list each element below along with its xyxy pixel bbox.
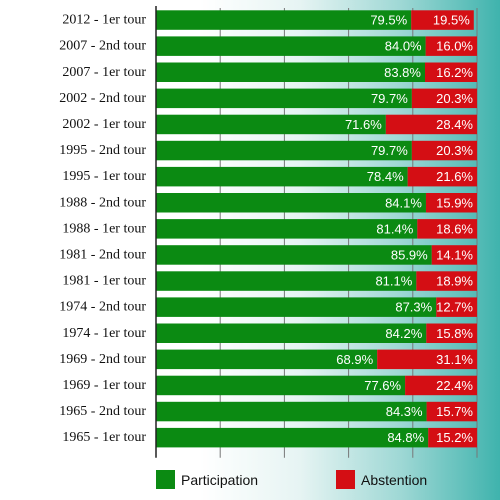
bar-participation xyxy=(156,375,406,396)
value-label-participation: 78.4% xyxy=(367,169,404,184)
bar-abstention xyxy=(426,323,477,343)
bar-participation xyxy=(156,349,378,370)
legend-label-participation: Participation xyxy=(181,472,258,488)
value-label-abstention: 15.7% xyxy=(436,404,473,419)
value-label-participation: 81.1% xyxy=(375,274,412,289)
value-label-participation: 71.6% xyxy=(345,117,382,132)
category-label: 1969 - 1er tour xyxy=(62,378,146,393)
value-label-abstention: 15.2% xyxy=(436,430,473,445)
legend-swatch-abstention xyxy=(336,470,355,489)
category-label: 2002 - 2nd tour xyxy=(59,91,146,106)
legend-label-abstention: Abstention xyxy=(361,472,427,488)
bar-abstention xyxy=(416,271,477,291)
value-label-abstention: 31.1% xyxy=(436,352,473,367)
category-label: 1974 - 1er tour xyxy=(62,326,146,341)
bar-participation xyxy=(156,297,437,317)
bar-abstention xyxy=(377,349,477,370)
bar-abstention xyxy=(411,140,477,161)
legend: Participation Abstention xyxy=(156,470,427,489)
category-label: 1981 - 2nd tour xyxy=(59,247,146,262)
category-label: 1995 - 1er tour xyxy=(62,169,146,184)
value-label-abstention: 16.2% xyxy=(436,65,473,80)
bar-participation xyxy=(156,427,429,448)
category-label: 1995 - 2nd tour xyxy=(59,143,146,158)
bar-abstention xyxy=(425,193,477,213)
value-label-abstention: 28.4% xyxy=(436,117,473,132)
value-label-participation: 85.9% xyxy=(391,247,428,262)
value-labels: 79.5% 19.5% 84.0% 16.0% 83.8% 16.2% 79.7% 20.3%… xyxy=(336,13,473,446)
category-label: 1969 - 2nd tour xyxy=(59,352,146,367)
value-label-participation: 87.3% xyxy=(395,300,432,315)
bar-participation xyxy=(156,140,412,161)
bar-participation xyxy=(156,323,427,343)
value-label-participation: 68.9% xyxy=(336,352,373,367)
value-label-participation: 84.2% xyxy=(385,326,422,341)
value-label-participation: 84.1% xyxy=(385,195,422,210)
value-label-participation: 84.8% xyxy=(387,430,424,445)
category-label: 2012 - 1er tour xyxy=(62,13,146,28)
category-label: 1965 - 2nd tour xyxy=(59,404,146,419)
bars xyxy=(156,10,477,448)
bar-participation xyxy=(156,36,426,56)
category-label: 1981 - 1er tour xyxy=(62,274,146,289)
bar-participation xyxy=(156,193,426,213)
value-label-participation: 79.7% xyxy=(371,91,408,106)
value-label-abstention: 14.1% xyxy=(436,247,473,262)
bar-participation xyxy=(156,401,427,422)
value-label-abstention: 12.7% xyxy=(436,300,473,315)
value-label-participation: 81.4% xyxy=(376,221,413,236)
bar-abstention xyxy=(411,10,474,30)
bar-participation xyxy=(156,88,412,109)
category-labels: 2012 - 1er tour 2007 - 2nd tour 2007 - 1er… xyxy=(59,13,146,446)
bar-participation xyxy=(156,219,418,239)
value-label-participation: 79.5% xyxy=(370,13,407,28)
value-label-participation: 84.3% xyxy=(386,404,423,419)
value-label-abstention: 20.3% xyxy=(436,143,473,158)
category-label: 1965 - 1er tour xyxy=(62,430,146,445)
value-label-abstention: 22.4% xyxy=(436,378,473,393)
value-label-participation: 84.0% xyxy=(385,39,422,54)
value-label-abstention: 18.9% xyxy=(436,274,473,289)
bar-participation xyxy=(156,245,432,265)
bar-abstention xyxy=(431,245,477,265)
category-label: 1988 - 1er tour xyxy=(62,221,146,236)
value-label-abstention: 19.5% xyxy=(433,13,470,28)
bar-abstention xyxy=(425,36,477,56)
bar-abstention xyxy=(407,166,477,187)
value-label-abstention: 18.6% xyxy=(436,221,473,236)
bar-abstention xyxy=(428,427,477,448)
value-label-participation: 77.6% xyxy=(364,378,401,393)
bar-abstention xyxy=(436,297,477,317)
value-label-participation: 79.7% xyxy=(371,143,408,158)
bar-abstention xyxy=(417,219,477,239)
category-label: 2007 - 2nd tour xyxy=(59,39,146,54)
category-label: 1974 - 2nd tour xyxy=(59,300,146,315)
category-label: 2002 - 1er tour xyxy=(62,117,146,132)
value-label-abstention: 20.3% xyxy=(436,91,473,106)
bar-participation xyxy=(156,10,412,30)
legend-swatch-participation xyxy=(156,470,175,489)
bar-abstention xyxy=(424,62,477,82)
value-label-abstention: 16.0% xyxy=(436,39,473,54)
bar-abstention xyxy=(426,401,477,422)
bar-abstention xyxy=(385,114,477,135)
bar-participation xyxy=(156,166,408,187)
bar-abstention xyxy=(411,88,477,109)
bar-abstention xyxy=(405,375,477,396)
bar-participation xyxy=(156,271,417,291)
value-label-abstention: 15.9% xyxy=(436,195,473,210)
value-label-abstention: 15.8% xyxy=(436,326,473,341)
category-label: 2007 - 1er tour xyxy=(62,65,146,80)
bar-participation xyxy=(156,114,386,135)
category-label: 1988 - 2nd tour xyxy=(59,195,146,210)
value-label-abstention: 21.6% xyxy=(436,169,473,184)
bar-participation xyxy=(156,62,425,82)
value-label-participation: 83.8% xyxy=(384,65,421,80)
